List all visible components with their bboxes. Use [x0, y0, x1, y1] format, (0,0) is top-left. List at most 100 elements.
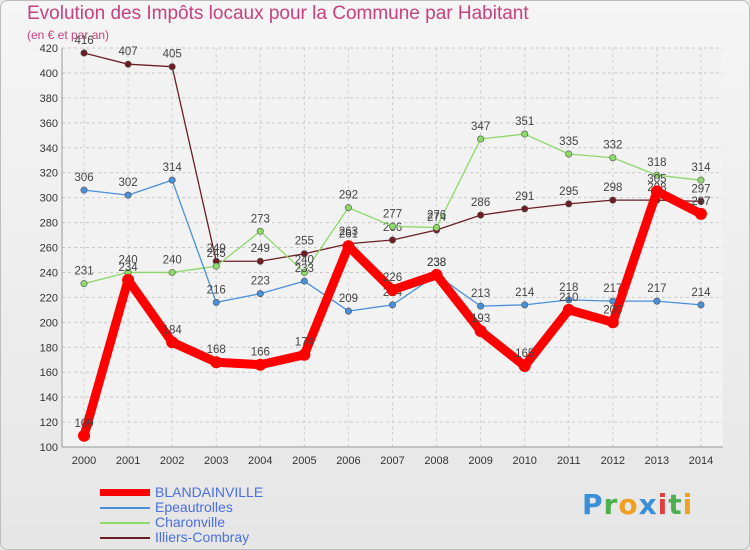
data-label-epeautrolles: 223 — [251, 276, 270, 288]
data-point-epeautrolles — [565, 296, 573, 304]
y-tick-label: 180 — [40, 342, 58, 354]
x-tick-label: 2012 — [601, 455, 625, 467]
data-point-charonville — [168, 268, 176, 276]
y-tick-label: 200 — [40, 317, 58, 329]
data-label-epeautrolles: 233 — [295, 263, 314, 275]
data-point-epeautrolles — [212, 298, 220, 306]
data-label-illiers-combray: 416 — [74, 35, 93, 47]
data-point-charonville — [433, 224, 441, 232]
data-point-epeautrolles — [168, 176, 176, 184]
data-label-blandainville: 234 — [119, 262, 139, 274]
data-point-charonville — [653, 171, 661, 179]
data-point-charonville — [300, 268, 308, 276]
data-label-epeautrolles: 306 — [74, 172, 93, 184]
chart-subtitle: (en € et par an) — [27, 28, 110, 42]
data-label-charonville: 335 — [559, 136, 578, 148]
data-label-blandainville: 238 — [427, 257, 446, 269]
legend-label-illiers-combray: Illiers-Combray — [155, 529, 250, 545]
y-tick-label: 360 — [40, 118, 58, 130]
data-point-illiers-combray — [697, 197, 705, 205]
y-tick-label: 120 — [40, 417, 58, 429]
data-point-illiers-combray — [256, 257, 264, 265]
x-tick-label: 2007 — [380, 455, 404, 467]
data-label-blandainville: 210 — [559, 292, 578, 304]
data-label-charonville: 273 — [251, 213, 270, 225]
y-tick-label: 160 — [40, 367, 58, 379]
data-label-epeautrolles: 314 — [163, 162, 183, 174]
x-tick-label: 2005 — [292, 455, 316, 467]
legend-swatch-epeautrolles — [100, 507, 150, 509]
data-label-blandainville: 226 — [383, 272, 402, 284]
data-point-charonville — [609, 154, 617, 162]
data-label-epeautrolles: 302 — [119, 177, 138, 189]
data-label-charonville: 351 — [515, 116, 534, 128]
data-point-charonville — [344, 204, 352, 212]
data-point-epeautrolles — [697, 301, 705, 309]
data-label-charonville: 318 — [647, 157, 666, 169]
y-tick-label: 240 — [40, 267, 58, 279]
legend-swatch-charonville — [100, 522, 150, 524]
x-tick-label: 2013 — [645, 455, 669, 467]
data-label-illiers-combray: 255 — [295, 236, 314, 248]
legend-label-charonville: Charonville — [155, 514, 226, 530]
data-label-epeautrolles: 214 — [515, 287, 535, 299]
data-label-charonville: 245 — [207, 248, 226, 260]
legend-swatch-blandainville — [100, 489, 150, 496]
x-tick-label: 2011 — [557, 455, 581, 467]
data-point-blandainville — [518, 359, 531, 372]
data-point-illiers-combray — [609, 196, 617, 204]
data-label-illiers-combray: 298 — [603, 182, 622, 194]
legend-label-epeautrolles: Epeautrolles — [155, 499, 233, 515]
data-label-illiers-combray: 295 — [559, 186, 578, 198]
data-label-charonville: 277 — [383, 208, 402, 220]
x-tick-label: 2004 — [248, 455, 272, 467]
x-tick-label: 2003 — [204, 455, 228, 467]
y-tick-label: 400 — [40, 68, 58, 80]
data-point-charonville — [565, 150, 573, 158]
data-point-illiers-combray — [80, 49, 88, 57]
data-label-epeautrolles: 217 — [603, 283, 622, 295]
data-point-epeautrolles — [124, 191, 132, 199]
y-tick-label: 320 — [40, 168, 58, 180]
data-point-blandainville — [650, 185, 663, 198]
data-point-charonville — [697, 176, 705, 184]
data-point-charonville — [521, 130, 529, 138]
data-point-blandainville — [430, 268, 443, 281]
data-label-illiers-combray: 407 — [119, 46, 138, 58]
data-label-charonville: 314 — [691, 162, 711, 174]
data-label-charonville: 240 — [163, 254, 182, 266]
data-label-blandainville: 184 — [163, 324, 183, 336]
x-tick-label: 2000 — [72, 455, 96, 467]
data-label-blandainville: 174 — [295, 337, 315, 349]
data-label-blandainville: 287 — [691, 196, 710, 208]
data-label-illiers-combray: 263 — [339, 226, 358, 238]
data-label-blandainville: 261 — [339, 228, 358, 240]
data-point-blandainville — [166, 336, 179, 349]
data-point-epeautrolles — [256, 290, 264, 298]
x-tick-label: 2014 — [689, 455, 713, 467]
data-label-illiers-combray: 291 — [515, 191, 534, 203]
data-point-epeautrolles — [344, 307, 352, 315]
chart-title: Evolution des Impôts locaux pour la Comm… — [27, 3, 529, 24]
data-point-illiers-combray — [477, 211, 485, 219]
data-point-illiers-combray — [565, 200, 573, 208]
y-tick-label: 340 — [40, 143, 58, 155]
data-point-blandainville — [694, 207, 707, 220]
data-label-blandainville: 200 — [603, 304, 622, 316]
data-label-blandainville: 166 — [251, 347, 270, 359]
data-label-blandainville: 109 — [74, 418, 93, 430]
data-point-blandainville — [474, 325, 487, 338]
data-label-charonville: 240 — [119, 254, 138, 266]
data-point-blandainville — [342, 240, 355, 253]
data-point-charonville — [212, 262, 220, 270]
data-label-blandainville: 305 — [647, 173, 666, 185]
proxiti-logo: Proxiti — [582, 488, 694, 521]
data-point-blandainville — [562, 303, 575, 316]
data-point-blandainville — [386, 283, 399, 296]
data-label-illiers-combray: 274 — [427, 212, 447, 224]
data-point-illiers-combray — [388, 236, 396, 244]
data-point-epeautrolles — [653, 297, 661, 305]
data-label-charonville: 240 — [295, 254, 314, 266]
y-tick-label: 280 — [40, 218, 58, 230]
